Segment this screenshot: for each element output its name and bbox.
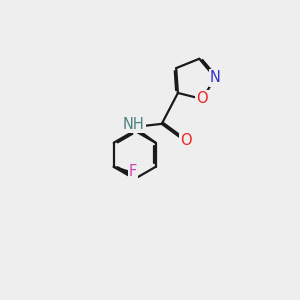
Text: F: F xyxy=(129,164,137,179)
Text: N: N xyxy=(210,70,221,86)
Text: O: O xyxy=(180,133,192,148)
Text: NH: NH xyxy=(123,117,145,132)
Text: O: O xyxy=(196,92,208,106)
